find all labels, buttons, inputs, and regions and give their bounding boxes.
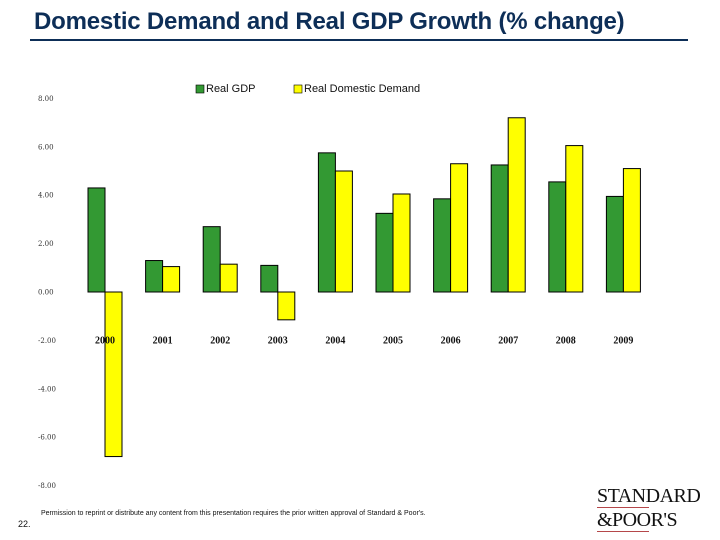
bar-real-gdp-2001 bbox=[145, 260, 164, 293]
x-tick-label: 2006 bbox=[441, 335, 461, 346]
bar-real-domestic-demand-2005 bbox=[392, 193, 411, 293]
x-tick-label: 2002 bbox=[210, 335, 230, 346]
slide-title: Domestic Demand and Real GDP Growth (% c… bbox=[34, 8, 625, 35]
bar-real-domestic-demand-2003 bbox=[277, 291, 296, 321]
y-tick-label: 2.00 bbox=[38, 240, 54, 248]
bar-real-gdp-2009 bbox=[605, 195, 624, 293]
legend: Real GDP Real Domestic Demand bbox=[195, 83, 420, 95]
page-number: 22. bbox=[18, 519, 31, 529]
y-tick-label: 0.00 bbox=[38, 289, 54, 297]
logo-line-1: STANDARD bbox=[597, 485, 701, 507]
bar-real-gdp-2004 bbox=[317, 152, 336, 293]
bar-real-domestic-demand-2008 bbox=[565, 145, 584, 293]
bar-real-gdp-2003 bbox=[260, 264, 279, 293]
x-tick-label: 2007 bbox=[498, 335, 518, 346]
bar-real-gdp-2006 bbox=[433, 198, 452, 293]
standard-and-poors-logo: STANDARD &POOR'S bbox=[597, 486, 707, 534]
y-tick-label: -2.00 bbox=[38, 337, 56, 345]
bar-real-gdp-2005 bbox=[375, 212, 394, 293]
logo-rule bbox=[597, 507, 649, 508]
y-tick-label: 6.00 bbox=[38, 143, 54, 151]
x-tick-label: 2004 bbox=[325, 335, 345, 346]
logo-rule bbox=[597, 531, 649, 532]
permission-notice: Permission to reprint or distribute any … bbox=[41, 510, 426, 517]
bar-real-gdp-2007 bbox=[490, 164, 509, 293]
y-tick-label: -6.00 bbox=[38, 434, 56, 442]
bar-real-domestic-demand-2002 bbox=[219, 263, 238, 293]
x-axis: 2000 2001 2002 2003 2004 2005 2006 2007 2008 2009 bbox=[95, 335, 633, 346]
legend-swatch-real-gdp bbox=[195, 84, 205, 94]
x-tick-label: 2008 bbox=[556, 335, 576, 346]
x-tick-label: 2009 bbox=[613, 335, 633, 346]
logo-line-2: &POOR'S bbox=[597, 509, 678, 531]
legend-swatch-real-domestic-demand bbox=[293, 84, 303, 94]
y-tick-label: 8.00 bbox=[38, 95, 54, 103]
bar-real-domestic-demand-2004 bbox=[334, 170, 353, 293]
bar-real-domestic-demand-2001 bbox=[162, 266, 181, 293]
y-tick-label: -4.00 bbox=[38, 385, 56, 393]
bar-real-gdp-2000 bbox=[87, 187, 106, 293]
title-underline bbox=[30, 39, 688, 41]
x-tick-label: 2000 bbox=[95, 335, 115, 346]
y-axis: 8.00 6.00 4.00 2.00 0.00 -2.00 -4.00 -6.00 -8.00 bbox=[38, 95, 56, 490]
bar-real-gdp-2002 bbox=[202, 226, 221, 293]
legend-label-real-gdp: Real GDP bbox=[206, 83, 256, 95]
bar-real-domestic-demand-2006 bbox=[450, 163, 469, 293]
bar-real-domestic-demand-2007 bbox=[507, 117, 526, 293]
bar-real-gdp-2008 bbox=[548, 181, 567, 293]
x-tick-label: 2005 bbox=[383, 335, 403, 346]
bars bbox=[87, 117, 641, 458]
y-tick-label: 4.00 bbox=[38, 192, 54, 200]
y-tick-label: -8.00 bbox=[38, 482, 56, 490]
x-tick-label: 2003 bbox=[268, 335, 288, 346]
bar-real-domestic-demand-2000 bbox=[104, 291, 123, 458]
bar-real-domestic-demand-2009 bbox=[622, 168, 641, 293]
x-tick-label: 2001 bbox=[153, 335, 173, 346]
legend-label-real-domestic-demand: Real Domestic Demand bbox=[304, 83, 420, 95]
